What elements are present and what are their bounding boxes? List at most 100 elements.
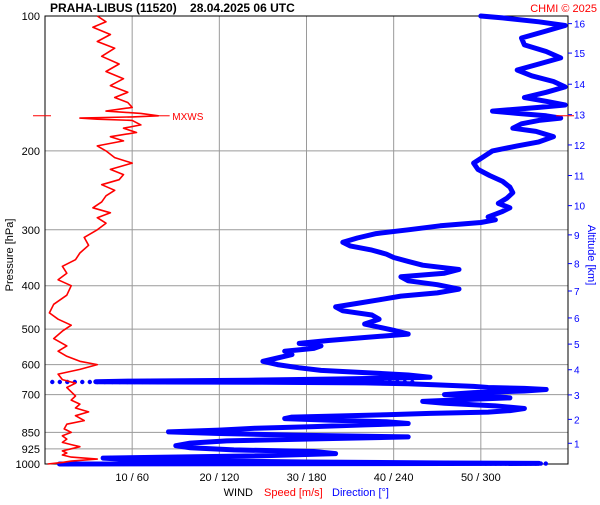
direction-dot	[320, 379, 325, 385]
grid	[45, 15, 568, 465]
altitude-tick-label: 9	[574, 231, 580, 242]
direction-dot	[327, 379, 332, 385]
altitude-axis-label: Altitude [km]	[585, 225, 597, 286]
direction-dot	[538, 461, 543, 466]
altitude-tick-label: 7	[574, 287, 580, 298]
direction-dot	[543, 461, 548, 466]
direction-dot	[312, 379, 317, 385]
altitude-tick-label: 2	[574, 415, 580, 426]
direction-dot	[528, 461, 533, 466]
pressure-tick-label: 700	[22, 390, 40, 402]
direction-dot	[125, 379, 130, 385]
pressure-tick-label: 400	[22, 281, 40, 293]
direction-dot	[207, 379, 212, 385]
altitude-tick-label: 5	[574, 340, 580, 351]
pressure-tick-label: 200	[22, 146, 40, 158]
direction-dot	[342, 379, 347, 385]
direction-dot	[518, 461, 523, 466]
direction-dot	[483, 461, 488, 466]
chart-title: PRAHA-LIBUS (11520) 28.04.2025 06 UTC	[50, 1, 295, 15]
direction-dot	[110, 379, 115, 385]
direction-dot	[237, 379, 242, 385]
direction-dot	[132, 379, 137, 385]
mxws-label: MXWS	[172, 112, 203, 123]
direction-dot	[372, 379, 377, 385]
wind-tick-label: 20 / 120	[199, 472, 239, 484]
direction-dot	[140, 379, 145, 385]
altitude-tick-label: 11	[574, 171, 585, 182]
speed-series-line	[47, 15, 160, 465]
pressure-tick-label: 1000	[16, 459, 40, 471]
direction-dot	[387, 379, 392, 385]
direction-dot	[478, 461, 483, 466]
direction-dot	[380, 379, 385, 385]
direction-dot	[200, 379, 205, 385]
direction-dot	[192, 379, 197, 385]
direction-dot	[245, 379, 250, 385]
direction-series-line	[57, 13, 568, 467]
direction-dot	[80, 379, 85, 385]
altitude-tick-label: 1	[574, 439, 580, 450]
wind-label: WIND	[224, 487, 253, 499]
direction-dot	[50, 379, 55, 385]
direction-dot	[185, 379, 190, 385]
direction-dot	[282, 379, 287, 385]
direction-dot	[503, 461, 508, 466]
credit-label: CHMI © 2025	[530, 3, 597, 15]
direction-dot	[260, 379, 265, 385]
wind-tick-label: 40 / 240	[374, 472, 414, 484]
pressure-tick-label: 600	[22, 360, 40, 372]
altitude-tick-label: 13	[574, 111, 586, 122]
direction-dot	[252, 379, 257, 385]
speed-axis-label: Speed [m/s]	[264, 487, 323, 499]
direction-dot	[87, 379, 93, 385]
direction-dot	[297, 379, 302, 385]
direction-dot	[498, 461, 503, 466]
altitude-tick-label: 16	[574, 20, 586, 31]
direction-dot	[162, 379, 167, 385]
direction-dot	[117, 379, 123, 385]
direction-dot	[177, 379, 182, 385]
direction-dot	[410, 379, 415, 385]
direction-dot	[147, 379, 152, 385]
direction-dot	[170, 379, 175, 385]
direction-dot	[215, 379, 220, 385]
pressure-axis-label: Pressure [hPa]	[4, 219, 16, 292]
altitude-tick-label: 4	[574, 366, 580, 377]
direction-dot	[357, 379, 362, 385]
direction-dot	[155, 379, 160, 385]
altitude-tick-label: 12	[574, 141, 586, 152]
series-layer	[47, 13, 568, 467]
direction-dot	[508, 461, 513, 466]
pressure-tick-label: 925	[22, 444, 40, 456]
direction-axis-label: Direction [°]	[332, 487, 389, 499]
direction-dot	[305, 379, 310, 385]
annotation-layer: MXWS	[33, 112, 574, 123]
direction-dot	[275, 379, 280, 385]
direction-dot	[395, 379, 400, 385]
pressure-axis: 100 200 300 400 500 600 700 850 925 1000	[16, 11, 40, 471]
pressure-tick-label: 100	[22, 11, 40, 23]
direction-dot	[533, 461, 538, 466]
pressure-tick-label: 300	[22, 225, 40, 237]
pressure-tick-label: 850	[22, 427, 40, 439]
pressure-tick-label: 500	[22, 324, 40, 336]
altitude-tick-label: 3	[574, 391, 580, 402]
direction-dot	[513, 461, 518, 466]
direction-dot	[402, 379, 407, 385]
direction-dot	[222, 379, 227, 385]
wind-tick-label: 50 / 300	[461, 472, 501, 484]
altitude-tick-label: 8	[574, 260, 580, 271]
direction-dot	[350, 379, 355, 385]
direction-dot	[95, 379, 100, 385]
direction-dot	[335, 379, 340, 385]
direction-dot	[267, 379, 272, 385]
direction-dot	[102, 379, 108, 385]
wind-axis: 10 / 60 20 / 120 30 / 180 40 / 240 50 / 300	[115, 472, 500, 484]
wind-tick-label: 30 / 180	[287, 472, 327, 484]
altitude-tick-label: 6	[574, 314, 580, 325]
direction-dot	[290, 379, 295, 385]
